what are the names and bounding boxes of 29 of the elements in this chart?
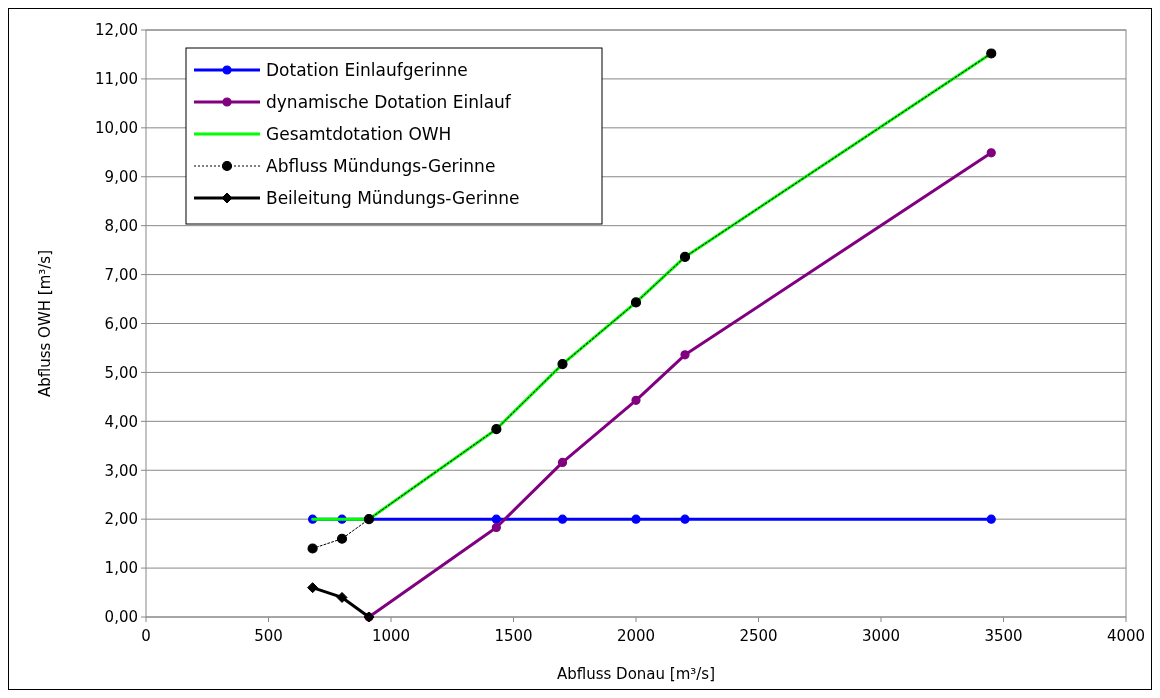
x-tick-label: 2500 xyxy=(739,627,778,645)
x-axis-title: Abfluss Donau [m³/s] xyxy=(556,665,716,683)
y-tick-label: 8,00 xyxy=(104,216,138,235)
y-tick-label: 12,00 xyxy=(95,21,138,40)
legend-label: Beileitung Mündungs-Gerinne xyxy=(266,187,520,208)
x-tick-label: 1000 xyxy=(371,627,411,645)
y-tick-label: 0,00 xyxy=(104,608,138,627)
x-tick-label: 1500 xyxy=(494,627,533,645)
legend-label: dynamische Dotation Einlauf xyxy=(266,91,512,112)
y-tick-label: 5,00 xyxy=(104,363,138,382)
legend-label: Dotation Einlaufgerinne xyxy=(266,59,468,80)
x-tick-label: 4000 xyxy=(1106,627,1146,645)
y-tick-label: 2,00 xyxy=(104,510,138,529)
x-tick-label: 3000 xyxy=(861,627,901,645)
y-tick-label: 4,00 xyxy=(104,412,138,431)
y-axis-title: Abfluss OWH [m³/s] xyxy=(36,249,54,398)
y-tick-label: 3,00 xyxy=(104,461,138,480)
x-tick-label: 500 xyxy=(254,627,283,645)
y-tick-label: 9,00 xyxy=(104,168,138,186)
y-tick-label: 7,00 xyxy=(104,265,138,284)
y-tick-label: 11,00 xyxy=(95,70,138,89)
y-tick-label: 10,00 xyxy=(95,119,138,138)
legend-label: Abfluss Mündungs-Gerinne xyxy=(266,155,496,176)
y-tick-label: 6,00 xyxy=(104,314,138,333)
x-tick-label: 0 xyxy=(141,627,151,645)
x-tick-label: 2000 xyxy=(616,627,656,645)
x-tick-label: 3500 xyxy=(984,627,1023,645)
y-tick-label: 1,00 xyxy=(104,559,138,578)
legend-label: Gesamtdotation OWH xyxy=(266,123,452,144)
